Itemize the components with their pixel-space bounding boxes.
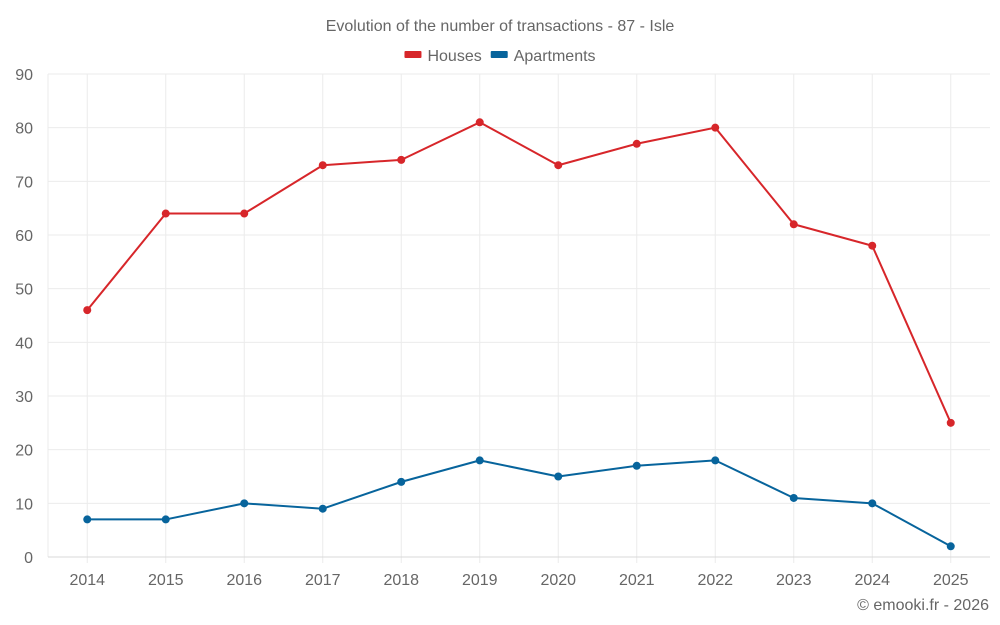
legend-swatch xyxy=(490,51,508,58)
data-point[interactable] xyxy=(946,542,955,551)
x-tick-label: 2019 xyxy=(462,572,498,589)
data-point[interactable] xyxy=(397,477,406,486)
legend-item-houses[interactable]: Houses xyxy=(404,48,482,65)
legend: Houses Apartments xyxy=(404,48,596,65)
data-point[interactable] xyxy=(318,161,327,170)
data-point[interactable] xyxy=(240,209,249,218)
data-point[interactable] xyxy=(397,155,406,164)
data-point[interactable] xyxy=(946,418,955,427)
chart-title: Evolution of the number of transactions … xyxy=(326,18,675,35)
data-point[interactable] xyxy=(632,461,641,470)
series-line xyxy=(86,121,952,424)
data-point[interactable] xyxy=(711,456,720,465)
legend-item-apartments[interactable]: Apartments xyxy=(490,48,596,65)
data-point[interactable] xyxy=(318,504,327,513)
y-tick-label: 90 xyxy=(15,67,33,84)
data-point[interactable] xyxy=(632,139,641,148)
data-point[interactable] xyxy=(868,241,877,250)
x-tick-label: 2024 xyxy=(854,572,890,589)
x-tick-label: 2022 xyxy=(697,572,733,589)
series-line xyxy=(87,459,952,548)
y-tick-label: 50 xyxy=(15,282,33,299)
legend-label: Houses xyxy=(427,48,481,65)
legend-swatch xyxy=(404,51,422,58)
x-tick-label: 2014 xyxy=(69,572,105,589)
data-point[interactable] xyxy=(868,499,877,508)
credit-text: © emooki.fr - 2026 xyxy=(857,597,989,614)
data-point[interactable] xyxy=(554,161,563,170)
grid xyxy=(47,73,990,563)
data-point[interactable] xyxy=(789,493,798,502)
x-tick-label: 2023 xyxy=(776,572,812,589)
data-point[interactable] xyxy=(475,456,484,465)
data-point[interactable] xyxy=(161,515,170,524)
x-tick-label: 2020 xyxy=(540,572,576,589)
x-tick-label: 2015 xyxy=(148,572,184,589)
data-point[interactable] xyxy=(475,118,484,127)
y-tick-label: 60 xyxy=(15,228,33,245)
data-point[interactable] xyxy=(554,472,563,481)
x-axis: 2014 2015 2016 2017 2018 2019 2020 2021 2022 2023… xyxy=(69,572,968,589)
y-tick-label: 70 xyxy=(15,174,33,191)
y-tick-label: 30 xyxy=(15,389,33,406)
data-point[interactable] xyxy=(161,209,170,218)
data-point[interactable] xyxy=(240,499,249,508)
y-tick-label: 20 xyxy=(15,443,33,460)
x-tick-label: 2016 xyxy=(226,572,262,589)
series-houses xyxy=(83,118,955,427)
y-tick-label: 40 xyxy=(15,335,33,352)
data-point[interactable] xyxy=(83,515,92,524)
series-apartments xyxy=(83,456,955,551)
y-tick-label: 80 xyxy=(15,121,33,138)
legend-label: Apartments xyxy=(514,48,596,65)
y-axis: 0 10 20 30 40 50 60 70 80 90 xyxy=(15,67,33,567)
x-tick-label: 2018 xyxy=(383,572,419,589)
data-point[interactable] xyxy=(83,306,92,315)
series-group xyxy=(83,118,955,551)
y-tick-label: 0 xyxy=(24,550,33,567)
x-tick-label: 2021 xyxy=(619,572,655,589)
data-point[interactable] xyxy=(789,220,798,229)
y-tick-label: 10 xyxy=(15,496,33,513)
x-tick-label: 2025 xyxy=(933,572,969,589)
data-point[interactable] xyxy=(711,123,720,132)
x-tick-label: 2017 xyxy=(305,572,341,589)
